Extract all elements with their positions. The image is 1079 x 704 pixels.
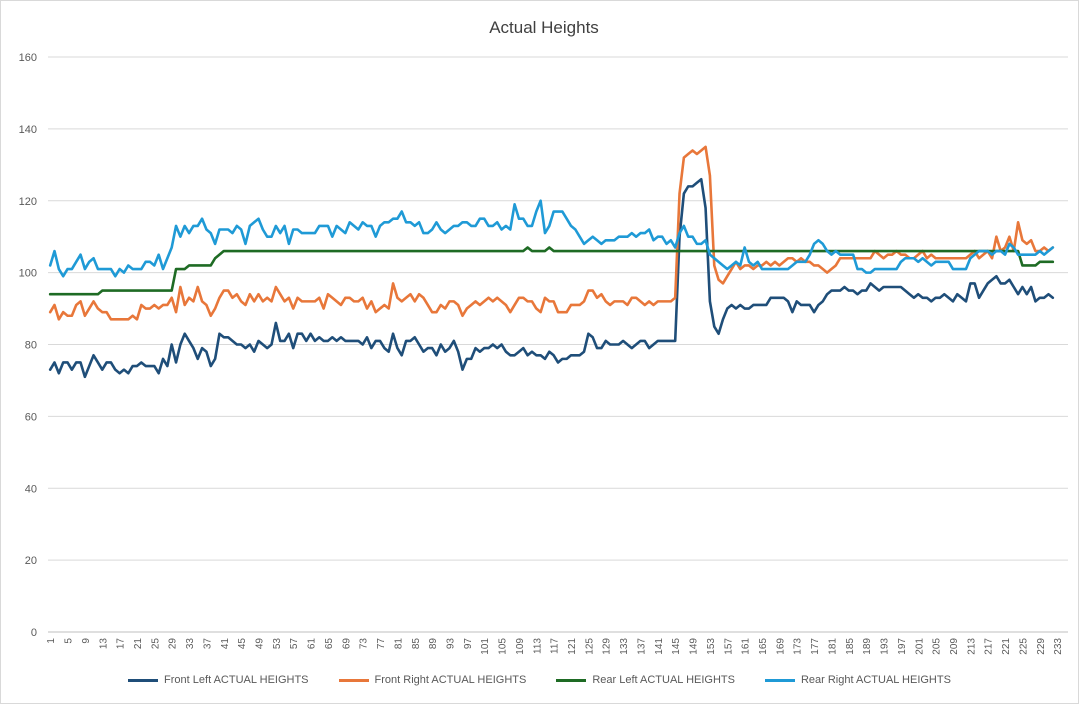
chart-title: Actual Heights: [489, 18, 599, 37]
x-tick-label: 33: [185, 638, 196, 650]
x-tick-label: 69: [341, 638, 352, 650]
x-tick-label: 121: [567, 638, 578, 655]
x-tick-label: 169: [775, 638, 786, 655]
x-tick-label: 157: [723, 638, 734, 655]
x-tick-label: 189: [862, 638, 873, 655]
x-tick-label: 97: [463, 638, 474, 650]
x-tick-label: 9: [81, 638, 92, 644]
series-lines: [48, 145, 1055, 379]
x-tick-label: 177: [810, 638, 821, 655]
y-tick-label: 120: [19, 196, 37, 208]
x-tick-label: 5: [64, 638, 75, 644]
x-tick-label: 197: [897, 638, 908, 655]
legend-item: Front Right ACTUAL HEIGHTS: [338, 674, 527, 686]
x-tick-label: 129: [602, 638, 613, 655]
x-tick-label: 149: [689, 638, 700, 655]
x-tick-label: 77: [376, 638, 387, 650]
y-tick-label: 80: [25, 340, 37, 352]
y-tick-label: 140: [19, 124, 37, 136]
x-tick-label: 209: [949, 638, 960, 655]
x-tick-label: 113: [532, 638, 543, 654]
legend-item: Rear Left ACTUAL HEIGHTS: [556, 674, 735, 686]
x-tick-label: 133: [619, 638, 630, 655]
x-tick-label: 45: [237, 638, 248, 650]
y-tick-label: 100: [19, 268, 37, 280]
x-tick-label: 185: [845, 638, 856, 655]
legend-swatch: [338, 678, 369, 682]
x-tick-label: 213: [966, 638, 977, 655]
series-line-3: [48, 246, 1055, 296]
x-tick-label: 57: [289, 638, 300, 650]
legend-swatch: [128, 678, 159, 682]
legend-label: Rear Left ACTUAL HEIGHTS: [592, 674, 735, 686]
x-axis-ticks: 1 5 9 13 17 21 25 29 33 37 41 45 49 53 57 61 65 69 73 77 81 8…: [46, 638, 1064, 655]
legend-label: Front Right ACTUAL HEIGHTS: [374, 674, 527, 686]
legend-label: Rear Right ACTUAL HEIGHTS: [800, 674, 951, 686]
x-tick-label: 81: [393, 638, 404, 650]
series-line-4: [48, 199, 1055, 278]
x-tick-label: 73: [359, 638, 370, 650]
x-tick-label: 221: [1001, 638, 1012, 655]
x-tick-label: 205: [932, 638, 943, 655]
y-tick-label: 160: [19, 52, 37, 64]
legend-label: Front Left ACTUAL HEIGHTS: [164, 674, 309, 686]
gridlines: [48, 56, 1068, 633]
x-tick-label: 117: [550, 638, 561, 654]
x-tick-label: 25: [150, 638, 161, 650]
x-tick-label: 233: [1053, 638, 1064, 655]
x-tick-label: 153: [706, 638, 717, 655]
legend-swatch: [764, 678, 795, 682]
legend-item: Rear Right ACTUAL HEIGHTS: [764, 674, 951, 686]
y-tick-label: 20: [25, 555, 37, 567]
x-tick-label: 53: [272, 638, 283, 650]
x-tick-label: 41: [220, 638, 231, 650]
x-tick-label: 93: [445, 638, 456, 650]
x-tick-label: 105: [498, 638, 509, 655]
x-tick-label: 17: [116, 638, 127, 650]
y-tick-label: 60: [25, 411, 37, 423]
x-tick-label: 85: [411, 638, 422, 650]
x-tick-label: 181: [827, 638, 838, 655]
y-tick-label: 40: [25, 483, 37, 495]
x-tick-label: 125: [584, 638, 595, 655]
x-tick-label: 137: [636, 638, 647, 655]
x-tick-label: 21: [133, 638, 144, 650]
x-tick-label: 173: [793, 638, 804, 655]
x-tick-label: 13: [98, 638, 109, 650]
x-tick-label: 225: [1018, 638, 1029, 655]
chart-legend: Front Left ACTUAL HEIGHTS Front Right ACT…: [0, 668, 1079, 692]
x-tick-label: 61: [307, 638, 318, 650]
x-tick-label: 37: [202, 638, 213, 650]
x-tick-label: 65: [324, 638, 335, 650]
x-tick-label: 29: [168, 638, 179, 650]
x-tick-label: 193: [880, 638, 891, 655]
y-tick-label: 0: [31, 627, 37, 639]
y-axis-ticks: 0 20 40 60 80 100 120 140 160: [19, 52, 37, 639]
x-tick-label: 229: [1036, 638, 1047, 655]
x-tick-label: 141: [654, 638, 665, 655]
x-tick-label: 201: [914, 638, 925, 655]
x-tick-label: 1: [46, 638, 57, 644]
x-tick-label: 145: [671, 638, 682, 655]
x-tick-label: 161: [741, 638, 752, 655]
series-line-2: [48, 145, 1055, 321]
x-tick-label: 89: [428, 638, 439, 650]
x-tick-label: 165: [758, 638, 769, 655]
legend-swatch: [556, 678, 587, 682]
x-tick-label: 217: [984, 638, 995, 655]
legend-item: Front Left ACTUAL HEIGHTS: [128, 674, 309, 686]
x-tick-label: 49: [255, 638, 266, 650]
series-line-1: [48, 177, 1055, 379]
x-tick-label: 109: [515, 638, 526, 655]
x-tick-label: 101: [480, 638, 491, 655]
